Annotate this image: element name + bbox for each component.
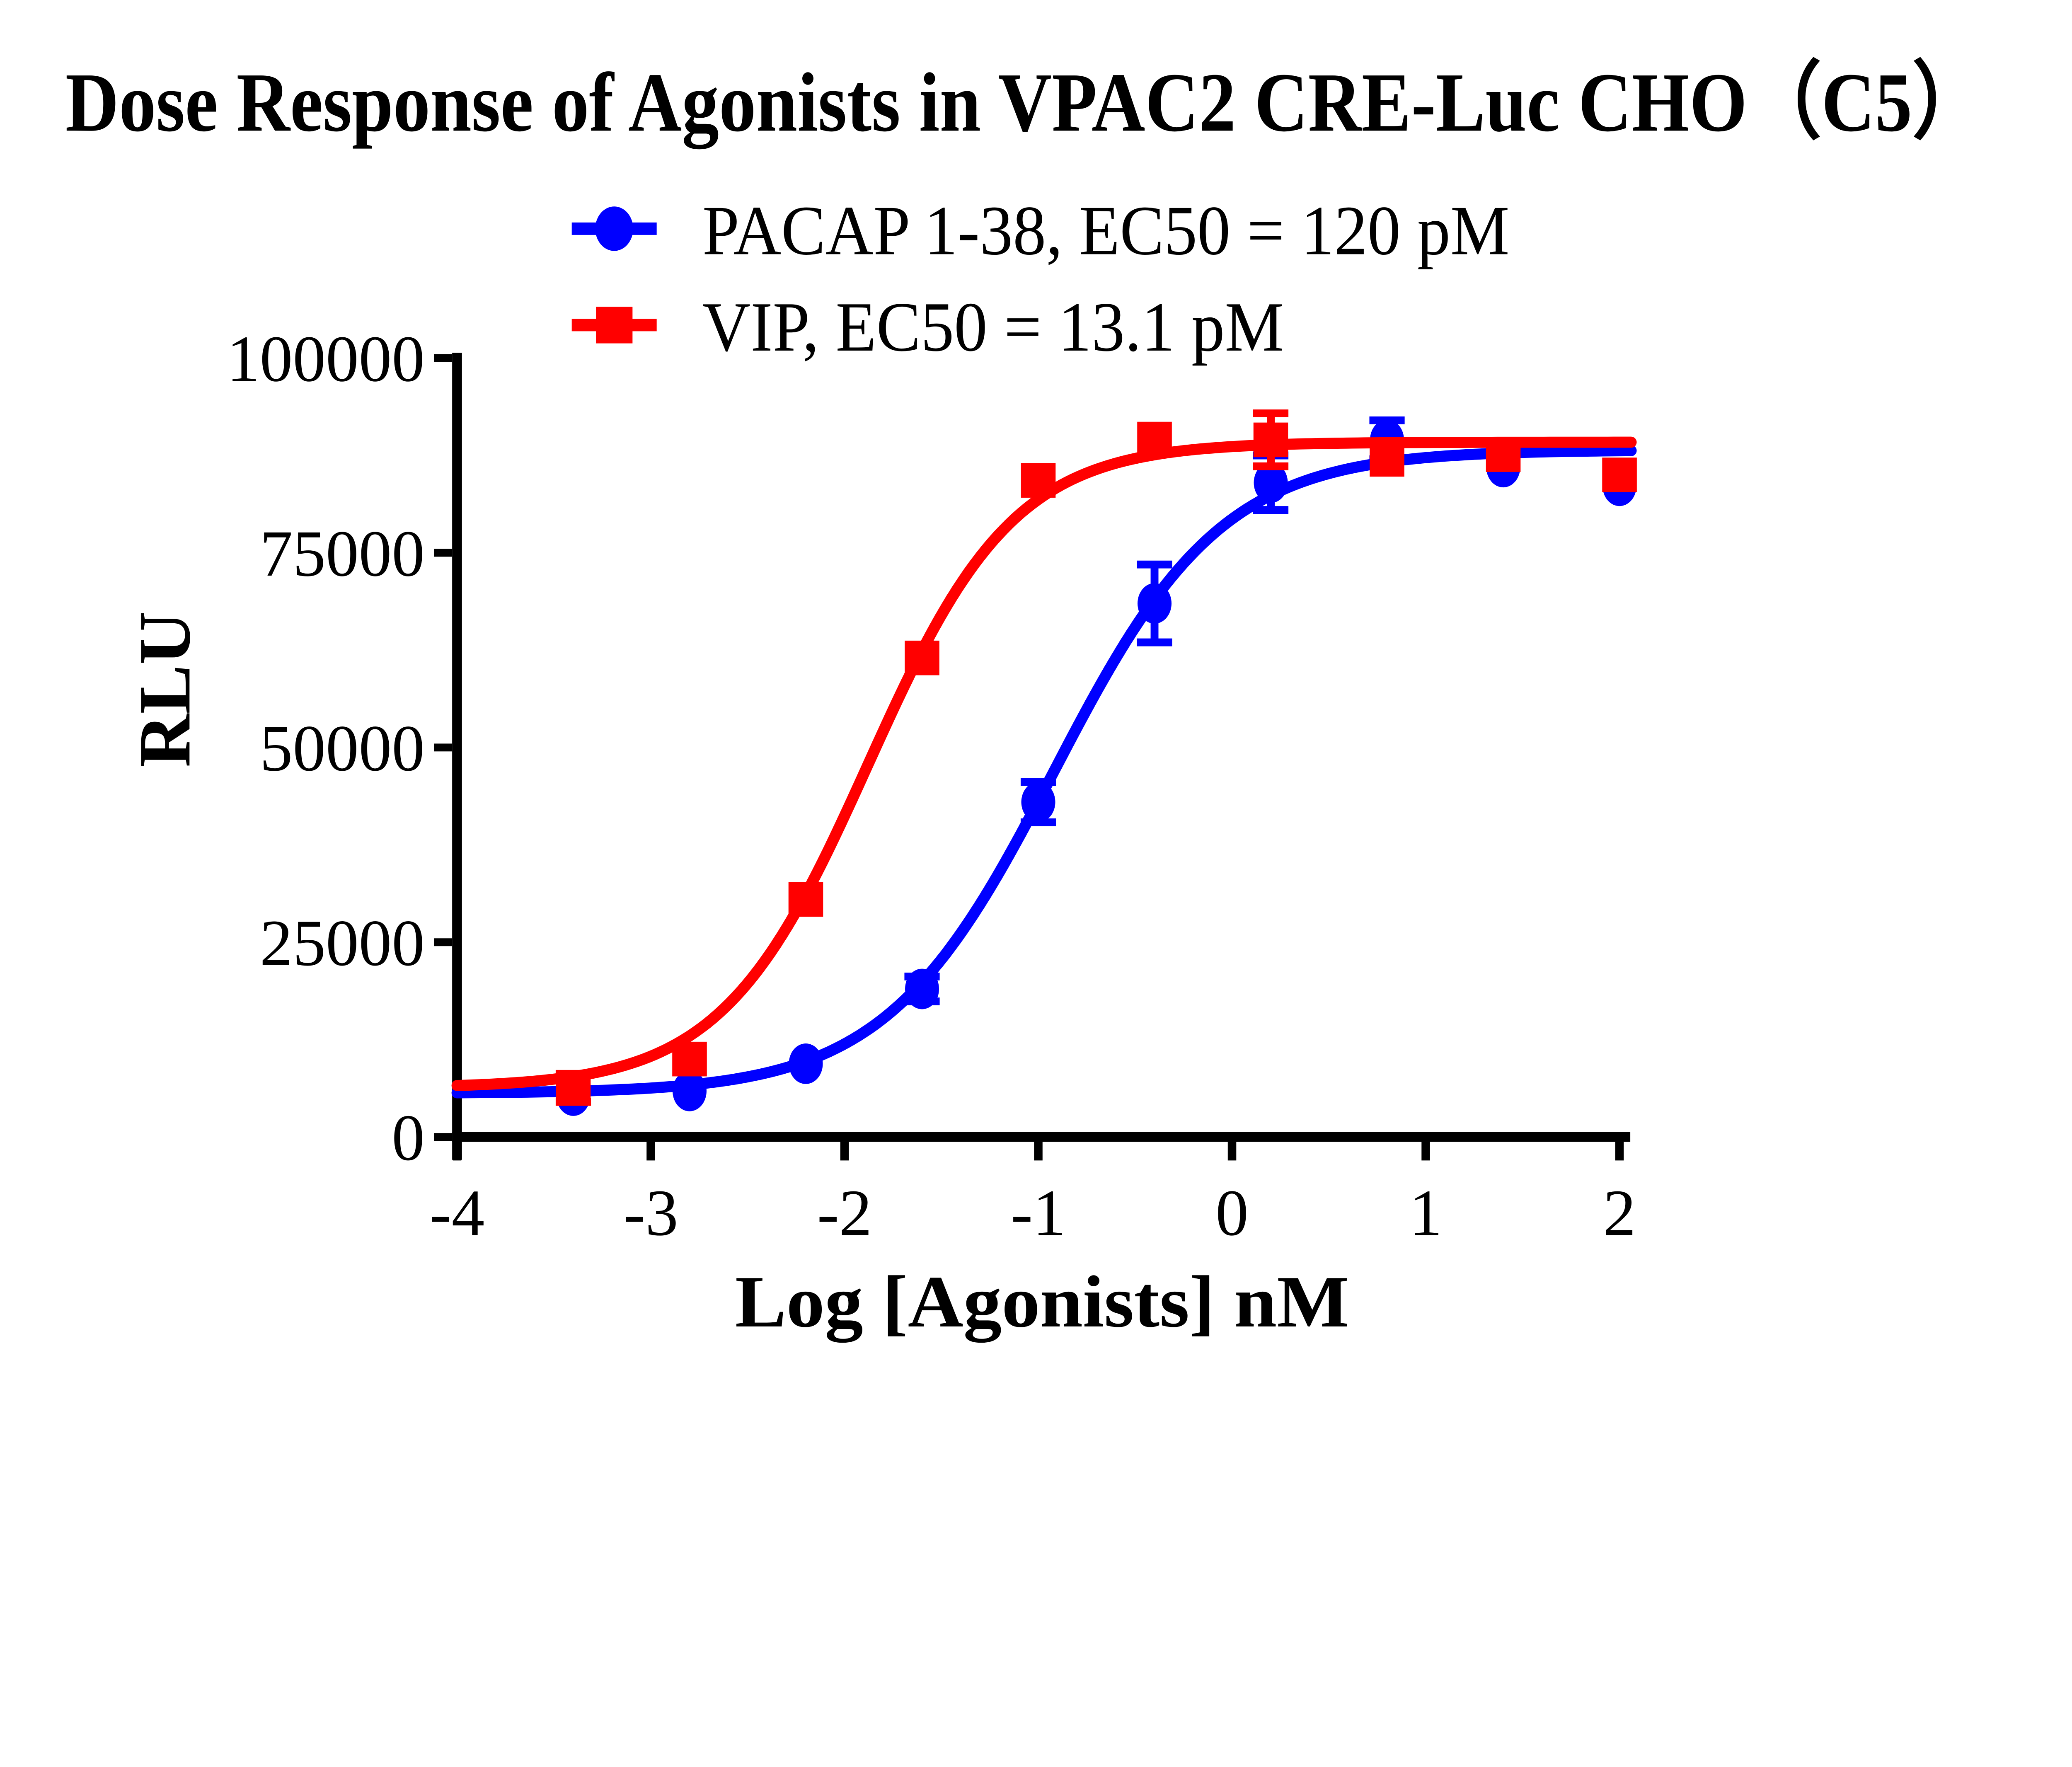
vip-marker xyxy=(788,882,823,917)
vip-legend-square-icon xyxy=(596,307,633,344)
vip-series xyxy=(451,409,1637,1106)
y-tick xyxy=(433,938,453,946)
y-tick-label: 0 xyxy=(392,1101,425,1174)
vip-marker xyxy=(556,1070,591,1105)
legend: PACAP 1-38, EC50 = 120 pM VIP, EC50 = 13… xyxy=(571,191,1509,366)
data-series xyxy=(451,409,1637,1116)
y-tick xyxy=(433,549,453,557)
axes: 0 25000 50000 75000 100000 -4 -3 -2 -1 0 1 2 xyxy=(227,322,1636,1249)
pacap-1-38-marker xyxy=(1021,782,1055,823)
x-tick xyxy=(840,1142,849,1161)
vip-marker xyxy=(905,640,939,675)
vip-curve xyxy=(451,436,1637,1091)
x-tick-label: -4 xyxy=(430,1176,485,1249)
pacap-legend-label: PACAP 1-38, EC50 = 120 pM xyxy=(702,191,1509,269)
x-tick xyxy=(453,1142,462,1161)
y-tick xyxy=(433,1133,453,1141)
x-tick xyxy=(646,1142,655,1161)
vip-marker xyxy=(1486,437,1521,472)
x-tick-label: -2 xyxy=(817,1176,872,1249)
vip-marker xyxy=(1021,463,1056,498)
dose-response-chart: Dose Response of Agonists in VPAC2 CRE-L… xyxy=(65,56,1987,1343)
y-tick-label: 75000 xyxy=(260,517,425,590)
x-tick-label: 0 xyxy=(1215,1176,1249,1249)
x-tick xyxy=(1615,1142,1624,1161)
y-tick-label: 50000 xyxy=(260,712,425,785)
x-tick xyxy=(1227,1142,1237,1161)
pacap-1-38-series xyxy=(451,416,1637,1116)
vip-marker xyxy=(1137,421,1172,457)
vip-marker xyxy=(1370,442,1404,477)
y-axis-title: RLU xyxy=(123,611,206,767)
x-tick xyxy=(1034,1142,1043,1161)
vip-marker xyxy=(672,1041,707,1077)
x-axis-title: Log [Agonists] nM xyxy=(735,1261,1349,1343)
x-axis-baseline xyxy=(452,1132,1631,1142)
pacap-1-38-marker xyxy=(1254,462,1288,503)
pacap-legend-circle-icon xyxy=(595,206,633,251)
legend-item-vip: VIP, EC50 = 13.1 pM xyxy=(571,288,1284,366)
vip-marker xyxy=(1602,457,1637,492)
legend-item-pacap: PACAP 1-38, EC50 = 120 pM xyxy=(571,191,1509,269)
pacap-1-38-marker xyxy=(1138,583,1172,624)
chart-title: Dose Response of Agonists in VPAC2 CRE-L… xyxy=(65,56,1987,149)
x-tick xyxy=(1421,1142,1430,1161)
y-tick xyxy=(433,743,453,752)
y-tick-label: 100000 xyxy=(227,322,425,395)
x-tick-label: -3 xyxy=(623,1176,678,1249)
pacap-1-38-marker xyxy=(905,968,939,1009)
vip-marker xyxy=(1253,422,1288,457)
x-tick-label: 2 xyxy=(1603,1176,1636,1249)
y-tick xyxy=(433,354,453,362)
y-axis-spine xyxy=(452,353,462,1160)
vip-legend-label: VIP, EC50 = 13.1 pM xyxy=(702,288,1284,366)
y-tick-label: 25000 xyxy=(260,907,425,980)
pacap-1-38-marker xyxy=(789,1043,823,1084)
pacap-1-38-curve xyxy=(451,445,1637,1099)
x-tick-label: 1 xyxy=(1409,1176,1443,1249)
figure-page: Dose Response of Agonists in VPAC2 CRE-L… xyxy=(65,56,1987,1343)
x-tick-label: -1 xyxy=(1011,1176,1066,1249)
pacap-1-38-marker xyxy=(672,1070,707,1111)
